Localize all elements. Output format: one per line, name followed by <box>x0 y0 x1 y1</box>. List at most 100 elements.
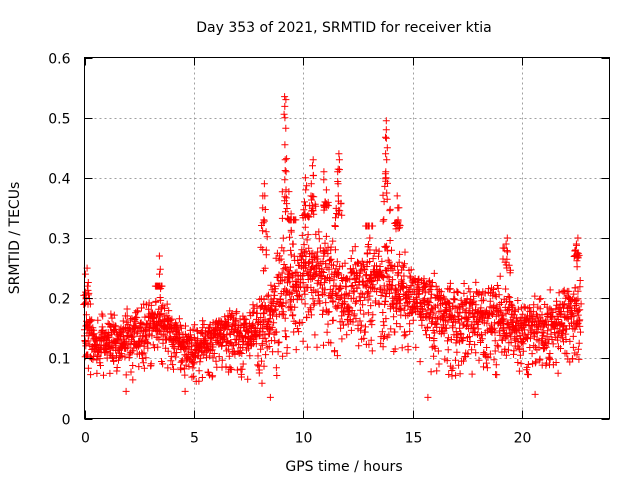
data-point <box>156 271 163 278</box>
data-point <box>451 295 458 302</box>
data-point <box>577 329 584 336</box>
data-point <box>250 301 257 308</box>
data-point <box>302 224 309 231</box>
data-point <box>484 364 491 371</box>
x-axis-label: GPS time / hours <box>285 459 402 475</box>
data-point <box>282 156 289 163</box>
data-point <box>455 289 462 296</box>
data-point <box>453 349 460 356</box>
chart-title: Day 353 of 2021, SRMTID for receiver kti… <box>196 20 491 36</box>
y-tick-label: 0.3 <box>48 232 70 248</box>
data-point <box>539 329 546 336</box>
data-point <box>366 235 373 242</box>
data-point <box>547 286 554 293</box>
data-point <box>181 372 188 379</box>
data-point <box>129 376 136 383</box>
outlier-point <box>267 394 274 401</box>
data-point <box>172 354 179 361</box>
data-point <box>282 125 289 132</box>
data-point <box>398 306 405 313</box>
data-point <box>576 340 583 347</box>
data-point <box>300 338 307 345</box>
data-point <box>209 372 216 379</box>
data-point <box>279 270 286 277</box>
data-point <box>400 262 407 269</box>
data-point <box>267 282 274 289</box>
data-point <box>573 241 580 248</box>
data-point <box>299 232 306 239</box>
data-point <box>406 320 413 327</box>
data-point <box>502 286 509 293</box>
data-point <box>129 362 136 369</box>
data-point <box>445 371 452 378</box>
data-point <box>576 283 583 290</box>
data-point <box>87 318 94 325</box>
data-point <box>525 371 532 378</box>
data-point <box>382 150 389 157</box>
data-point <box>553 298 560 305</box>
data-point <box>314 344 321 351</box>
outlier-point <box>182 388 189 395</box>
data-point <box>169 361 176 368</box>
data-point <box>348 327 355 334</box>
data-point <box>379 309 386 316</box>
data-point <box>322 240 329 247</box>
outlier-point <box>123 388 130 395</box>
data-point <box>335 192 342 199</box>
data-point <box>275 348 282 355</box>
data-point <box>85 365 92 372</box>
data-point <box>324 329 331 336</box>
data-point <box>302 186 309 193</box>
data-point <box>362 323 369 330</box>
data-point <box>141 365 148 372</box>
data-point <box>325 321 332 328</box>
data-point <box>466 333 473 340</box>
data-point <box>394 204 401 211</box>
data-point <box>106 370 113 377</box>
data-point <box>289 241 296 248</box>
data-point <box>316 235 323 242</box>
data-point <box>287 247 294 254</box>
data-point <box>477 337 484 344</box>
data-point <box>341 291 348 298</box>
data-point <box>261 180 268 187</box>
data-point <box>320 176 327 183</box>
data-point <box>331 222 338 229</box>
data-point <box>322 299 329 306</box>
data-point <box>478 297 485 304</box>
data-point <box>234 367 241 374</box>
data-point <box>451 296 458 303</box>
y-tick-label: 0.4 <box>48 172 70 188</box>
data-point <box>433 283 440 290</box>
data-point <box>157 266 164 273</box>
data-point <box>577 277 584 284</box>
data-point <box>380 216 387 223</box>
data-point <box>396 259 403 266</box>
data-point <box>281 141 288 148</box>
srmtid-scatter-chart: 00.10.20.30.40.50.60 5 10 15 20 Day 353 of 2… <box>0 0 640 480</box>
data-point <box>164 364 171 371</box>
data-point <box>259 227 266 234</box>
data-point <box>432 320 439 327</box>
data-point <box>82 271 89 278</box>
data-point <box>383 156 390 163</box>
data-point <box>239 366 246 373</box>
data-point <box>188 374 195 381</box>
data-point <box>469 371 476 378</box>
data-point <box>387 237 394 244</box>
data-point <box>135 363 142 370</box>
data-point <box>304 344 311 351</box>
data-point <box>288 229 295 236</box>
data-point <box>273 372 280 379</box>
data-point <box>199 374 206 381</box>
data-point <box>394 192 401 199</box>
data-point <box>393 320 400 327</box>
data-point <box>384 144 391 151</box>
y-tick-label: 0.1 <box>48 352 70 368</box>
data-point <box>431 270 438 277</box>
data-point <box>156 253 163 260</box>
data-point <box>360 311 367 318</box>
data-point <box>378 258 385 265</box>
data-point <box>436 361 443 368</box>
data-point <box>480 297 487 304</box>
